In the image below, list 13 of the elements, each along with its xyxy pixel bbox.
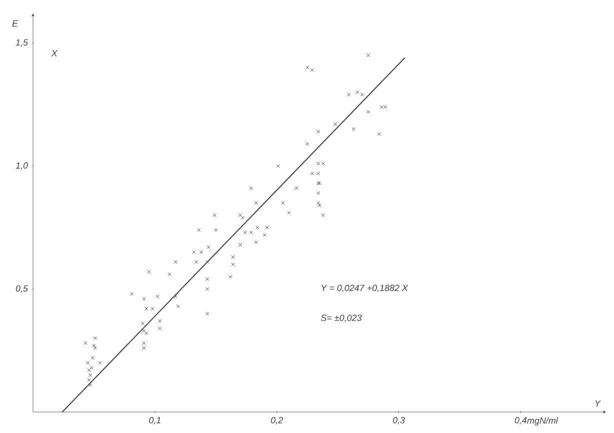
x-tick-label: 0,1 [149, 417, 160, 424]
y-axis-title: E [12, 20, 18, 27]
x-tick-label: 0,3 [392, 417, 405, 424]
annotation: S= ±0,023 [320, 314, 362, 322]
y-tick-label: 1,5 [16, 39, 28, 47]
x-tick-label: 0,4 [514, 417, 527, 424]
text: mgN/ml [527, 417, 558, 426]
annotation: X [51, 50, 58, 56]
y-tick-label: 0,5 [16, 285, 28, 293]
x-tick-label: 0,2 [270, 417, 283, 424]
annotation: Y = 0,0247 +0,1882 X [322, 284, 408, 292]
y-tick-label: 1,0 [16, 162, 28, 170]
x-axis-title: Y [595, 400, 601, 406]
